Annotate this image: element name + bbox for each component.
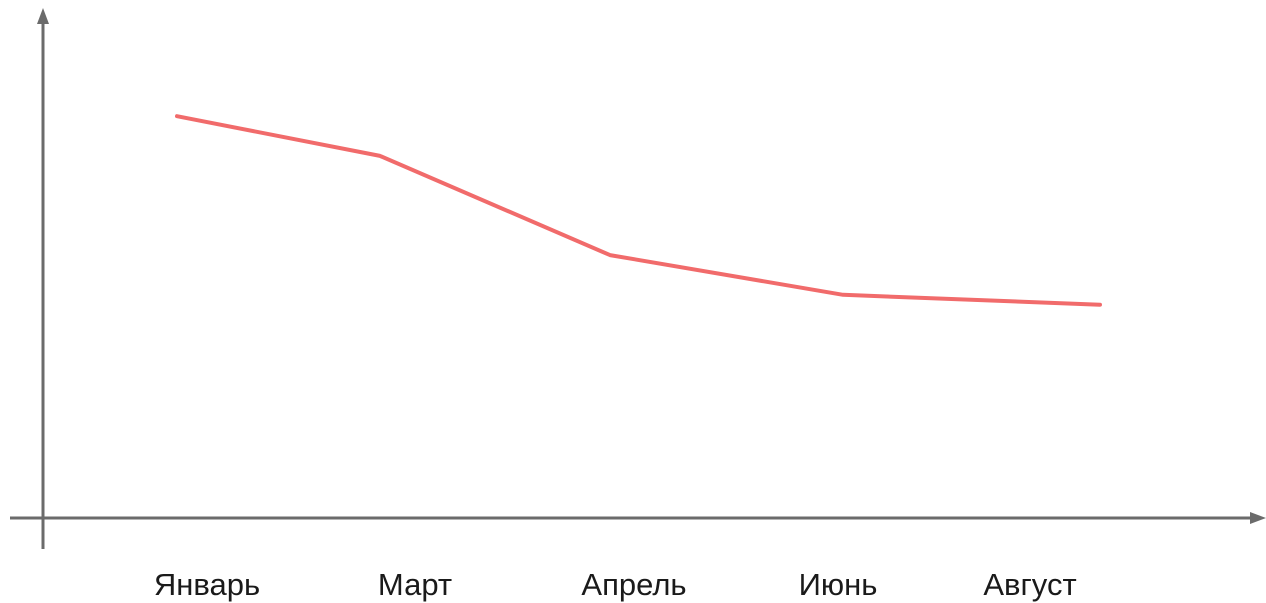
x-tick-label: Апрель: [581, 567, 686, 602]
x-tick-label: Январь: [154, 567, 260, 602]
series-layer: [175, 114, 1102, 307]
x-tick-label: Июнь: [799, 567, 878, 602]
x-tick-label: Август: [983, 567, 1076, 602]
y-axis-arrow-icon: [37, 8, 49, 24]
x-tick-label: Март: [378, 567, 452, 602]
x-tick-labels: Январь Март Апрель Июнь Август: [154, 567, 1077, 602]
x-axis-arrow-icon: [1250, 512, 1266, 524]
axes: [10, 8, 1266, 549]
series-line-0: [175, 114, 1102, 307]
